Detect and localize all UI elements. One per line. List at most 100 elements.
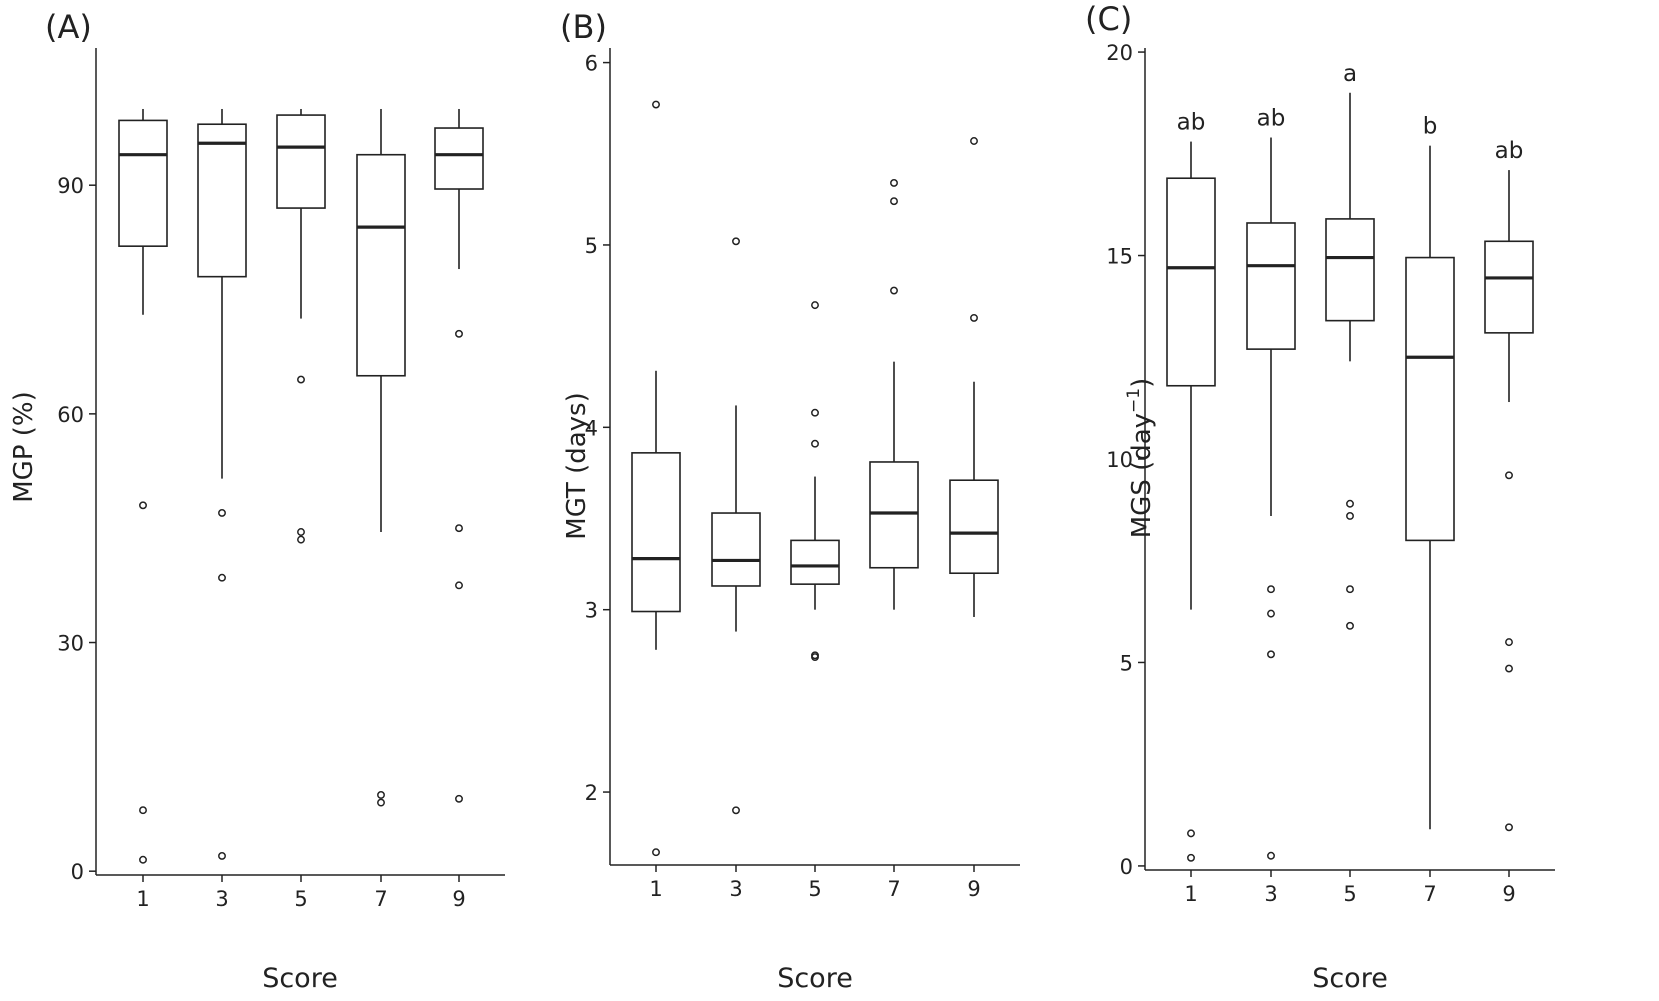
x-tick-label: 9 [967, 877, 980, 901]
y-tick-label: 2 [585, 781, 598, 805]
y-tick-label: 0 [71, 860, 84, 884]
outlier-point [1346, 621, 1354, 630]
outlier-point [139, 855, 147, 864]
panel-a-xlabel: Score [262, 963, 338, 994]
y-tick-label: 3 [585, 599, 598, 623]
box-9: ab [1484, 138, 1534, 832]
outlier-point [811, 301, 819, 310]
significance-label: ab [1177, 110, 1206, 136]
x-tick-label: 9 [1502, 882, 1515, 906]
panel-c-ylabel: MGS (day−1) [1124, 378, 1157, 539]
outlier-point [139, 806, 147, 815]
box-iqr [949, 479, 999, 575]
outlier-point [1267, 609, 1275, 618]
x-tick-label: 7 [374, 887, 387, 911]
y-tick-label: 6 [585, 52, 598, 76]
panel-c-xlabel: Score [1312, 963, 1388, 994]
outlier-point [652, 848, 660, 857]
box-9 [434, 108, 484, 803]
outlier-point [652, 100, 660, 109]
significance-label: ab [1257, 106, 1286, 132]
x-tick-label: 1 [136, 887, 149, 911]
outlier-point [1346, 585, 1354, 594]
panel-c-ylabel-sup: −1 [1124, 388, 1144, 413]
y-tick-label: 15 [1106, 245, 1133, 269]
panel-c-ylabel-main: MGS (day [1127, 413, 1157, 538]
y-tick-label: 60 [57, 403, 84, 427]
outlier-point [890, 286, 898, 295]
outlier-point [811, 408, 819, 417]
box-iqr [631, 452, 681, 613]
x-tick-label: 3 [1264, 882, 1277, 906]
outlier-point [455, 794, 463, 803]
x-tick-label: 1 [649, 877, 662, 901]
x-tick-label: 3 [215, 887, 228, 911]
outlier-point [455, 581, 463, 590]
y-tick-label: 90 [57, 174, 84, 198]
outlier-point [890, 179, 898, 187]
outlier-point [1267, 851, 1275, 860]
box-iqr [276, 114, 326, 209]
box-iqr [790, 539, 840, 585]
x-tick-label: 1 [1184, 882, 1197, 906]
outlier-point [1505, 471, 1513, 480]
box-iqr [711, 512, 761, 587]
x-tick-label: 9 [452, 887, 465, 911]
outlier-point [297, 375, 305, 384]
x-tick-label: 7 [887, 877, 900, 901]
outlier-point [1505, 664, 1513, 673]
outlier-point [1346, 499, 1354, 508]
panel-b-ylabel: MGT (days) [562, 392, 592, 539]
significance-label: ab [1495, 138, 1524, 164]
box-iqr [1166, 177, 1216, 387]
box-iqr [1484, 240, 1534, 334]
panel-a-label: (A) [45, 8, 92, 46]
y-tick-label: 5 [585, 234, 598, 258]
box-iqr [197, 123, 247, 278]
significance-label: a [1343, 61, 1357, 87]
outlier-point [139, 501, 147, 510]
box-iqr [1325, 218, 1375, 322]
outlier-point [732, 806, 740, 815]
y-tick-label: 0 [1120, 855, 1133, 879]
box-1 [118, 108, 168, 864]
box-3 [197, 108, 247, 860]
panel-b-plot: 2 3 4 5 6 1 3 5 7 9 [585, 48, 1020, 901]
x-tick-label: 3 [729, 877, 742, 901]
outlier-point [1267, 585, 1275, 594]
panel-b: (B) MGT (days) Score 2 3 4 5 6 1 3 5 7 9 [560, 8, 1020, 994]
panel-a-ylabel: MGP (%) [9, 391, 39, 503]
box-iqr [356, 153, 406, 377]
box-7 [356, 108, 406, 807]
y-tick-label: 5 [1120, 651, 1133, 675]
significance-label: b [1423, 114, 1438, 140]
box-5 [790, 301, 840, 662]
panel-a: (A) MGP (%) Score 0 30 60 90 1 3 5 7 9 [9, 8, 505, 994]
box-iqr [1405, 256, 1455, 542]
outlier-point [218, 508, 226, 517]
outlier-point [970, 313, 978, 322]
outlier-point [1187, 829, 1195, 838]
outlier-point [218, 573, 226, 582]
box-7: b [1405, 114, 1455, 830]
outlier-point [377, 798, 385, 807]
outlier-point [811, 653, 819, 662]
outlier-point [1505, 823, 1513, 832]
box-iqr [118, 119, 168, 247]
outlier-point [732, 237, 740, 246]
panel-c-ylabel-close: ) [1127, 378, 1157, 388]
box-1 [631, 100, 681, 857]
box-5 [276, 108, 326, 544]
outlier-point [377, 791, 385, 799]
box-iqr [869, 461, 919, 569]
outlier-point [297, 535, 305, 544]
outlier-point [1187, 853, 1195, 862]
box-3 [711, 237, 761, 815]
x-tick-label: 5 [294, 887, 307, 911]
box-3: ab [1246, 106, 1296, 860]
panel-b-xlabel: Score [777, 963, 853, 994]
x-tick-label: 5 [808, 877, 821, 901]
